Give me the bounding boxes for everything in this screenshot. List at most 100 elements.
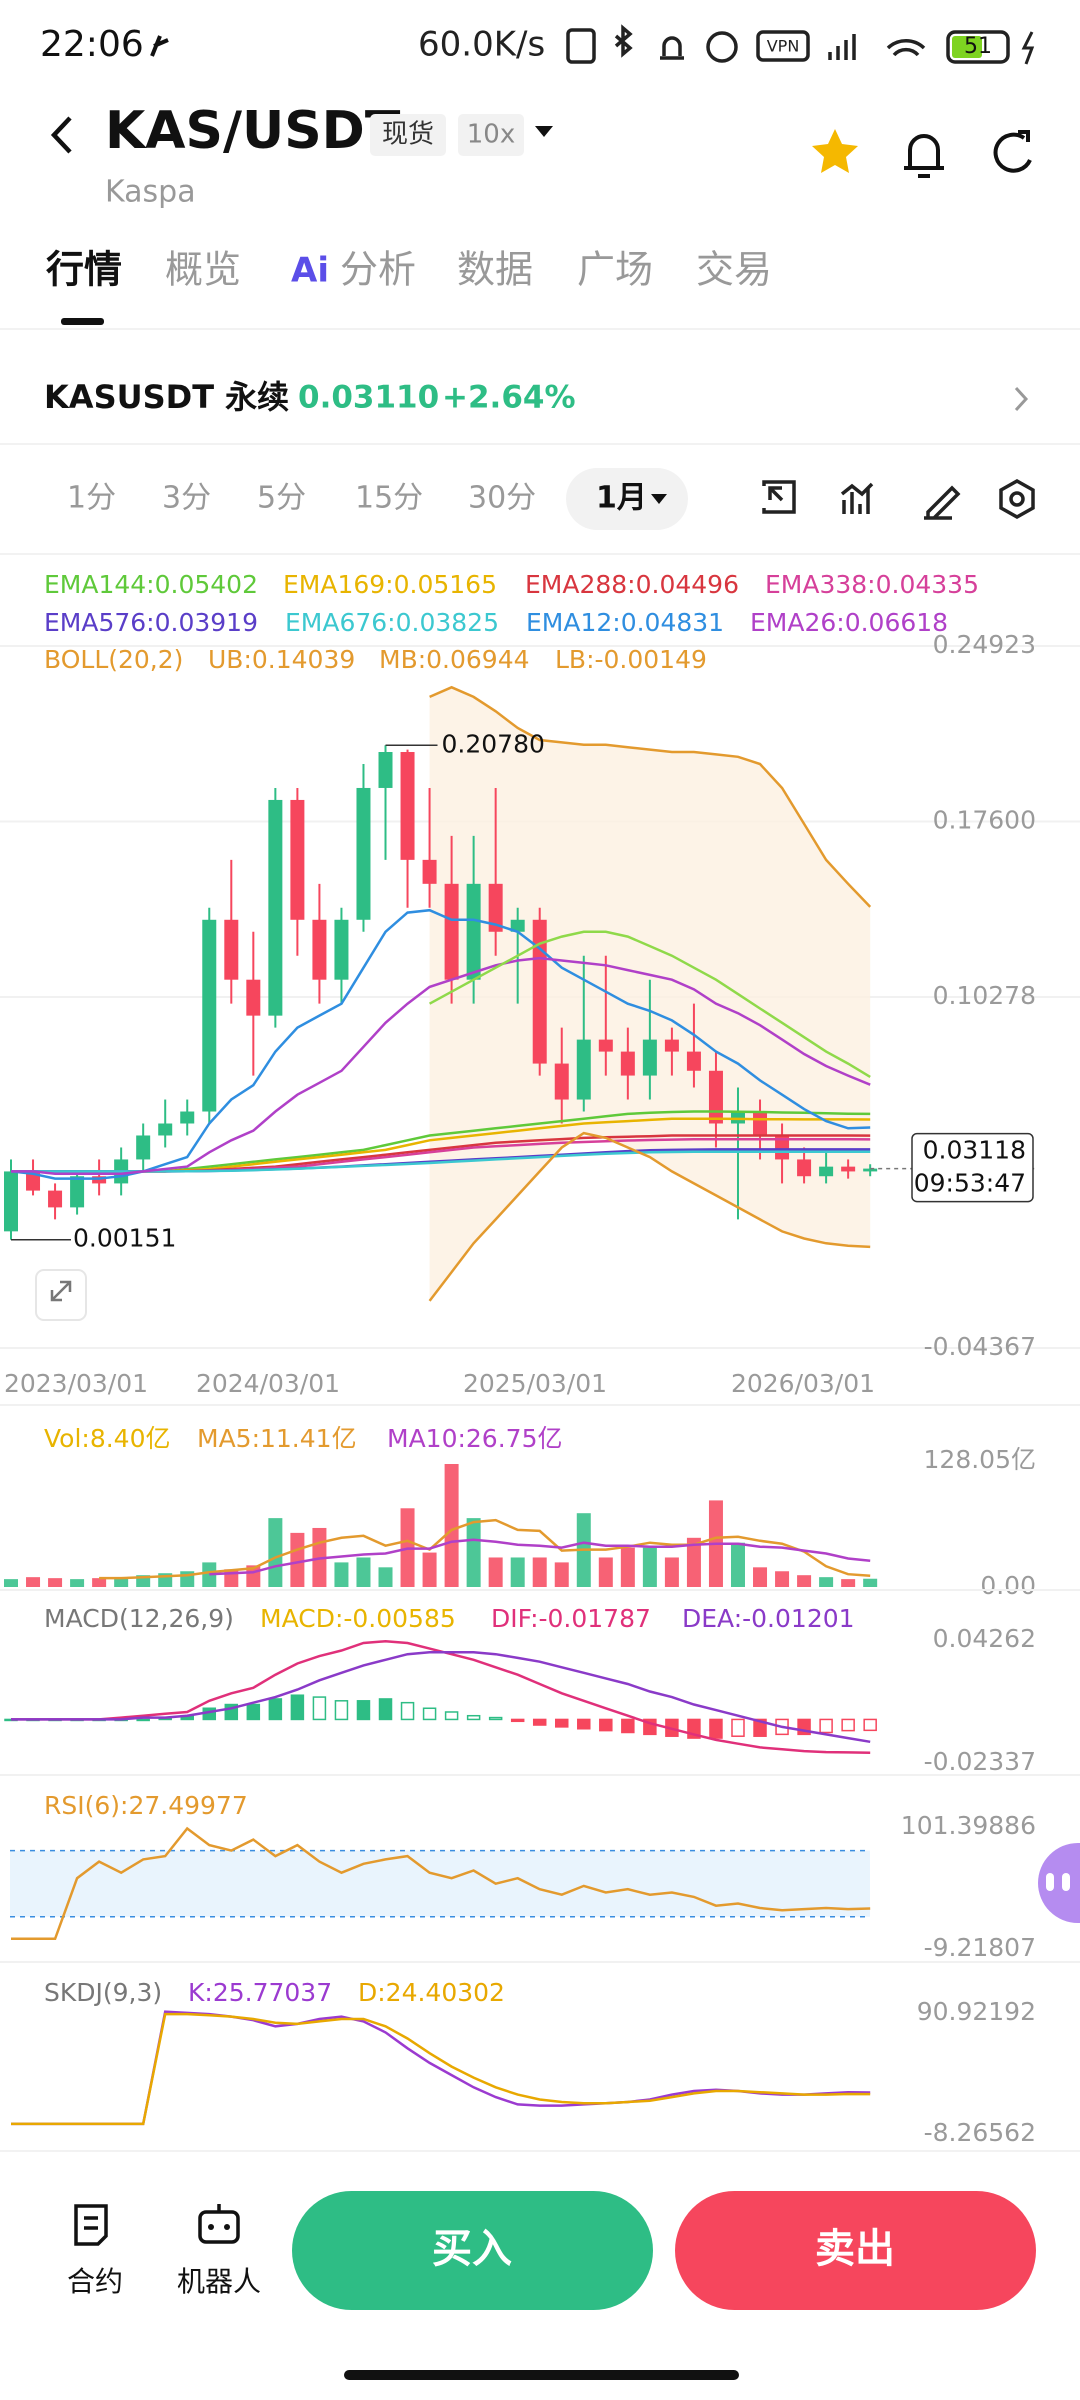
legend-entry: MB:0.06944 [379, 645, 530, 674]
candle-body [268, 799, 283, 1016]
volume-bar [422, 1552, 437, 1587]
buy-button[interactable] [292, 2191, 653, 2310]
volume-bar [202, 1562, 217, 1587]
candle-body [863, 1168, 878, 1172]
sell-label[interactable]: 卖出 [815, 2226, 895, 2272]
y-tick-label: 0.17600 [933, 806, 1036, 835]
volume-bar [48, 1578, 63, 1587]
volume-bar [488, 1557, 503, 1587]
chart-tools[interactable] [762, 478, 1035, 520]
interval[interactable]: 3分 [162, 481, 211, 516]
volume-bar [92, 1578, 107, 1587]
favorite-star[interactable] [812, 129, 858, 173]
dropdown-arrow[interactable] [651, 494, 667, 504]
divider [0, 553, 1080, 555]
volume-bar [753, 1567, 768, 1587]
volume-bar [841, 1579, 856, 1587]
volume-bar [356, 1557, 371, 1587]
charts: 0.24923 0.17600 0.10278 -0.04367 2023/03/01 2… [0, 570, 1080, 2147]
leverage-badge[interactable]: 10x [467, 120, 515, 150]
pair-subtitle: Kaspa [105, 175, 196, 210]
candle-body [158, 1123, 173, 1136]
legend-entry: K:25.77037 [188, 1978, 332, 2007]
legend-entry: EMA169:0.05165 [283, 570, 497, 599]
legend-entry: EMA12:0.04831 [526, 608, 724, 637]
interval-active-bg [566, 468, 688, 530]
bell-icon[interactable] [904, 134, 944, 178]
x-tick-label: 2023/03/01 [4, 1369, 148, 1398]
interval[interactable]: 15分 [355, 481, 423, 516]
volume-bar [642, 1547, 657, 1587]
volume-bar [114, 1577, 129, 1587]
contract-icon[interactable] [74, 2204, 108, 2246]
series-line [11, 2012, 871, 2126]
candle-body [224, 919, 239, 980]
macd-bar [356, 1700, 371, 1721]
x-tick-label: 2026/03/01 [731, 1369, 875, 1398]
candle-body [466, 883, 481, 980]
dropdown-arrow[interactable] [535, 126, 553, 137]
y-tick-label: 128.05亿 [924, 1445, 1036, 1474]
candle-body [797, 1159, 812, 1177]
robot-label[interactable]: 机器人 [177, 2265, 261, 2298]
volume-bar [268, 1518, 283, 1587]
candle-body [334, 919, 349, 980]
volume-bar [620, 1547, 635, 1587]
countdown: 09:53:47 [914, 1169, 1026, 1198]
series-line [10, 908, 871, 1180]
candle-body [422, 859, 437, 884]
volume-bar [664, 1557, 679, 1587]
macd-bar [312, 1696, 327, 1721]
interval[interactable]: 30分 [468, 481, 536, 516]
share-icon[interactable] [993, 130, 1032, 173]
volume-bar [730, 1542, 745, 1587]
x-tick-label: 2025/03/01 [463, 1369, 607, 1398]
tab[interactable]: 分析 [340, 248, 416, 292]
expand-icon [50, 1280, 72, 1302]
interval[interactable]: 5分 [257, 481, 306, 516]
macd-bar [863, 1718, 877, 1732]
volume-bar [26, 1577, 41, 1587]
interval[interactable]: 1月 [596, 481, 647, 516]
volume-bar [797, 1575, 812, 1587]
ticker-symbol[interactable]: KASUSDT 永续 [44, 378, 289, 416]
tab[interactable]: 广场 [577, 248, 653, 292]
series-line [11, 1651, 871, 1744]
tab[interactable]: 概览 [165, 248, 241, 292]
robot-icon[interactable] [198, 2204, 240, 2244]
tab[interactable]: 数据 [457, 248, 533, 292]
expand-button[interactable] [35, 1269, 87, 1321]
tab[interactable]: 交易 [696, 248, 772, 292]
chevron[interactable] [1014, 386, 1029, 412]
sell-button[interactable] [675, 2191, 1036, 2310]
y-tick-label: 0.24923 [933, 630, 1036, 659]
contract-label[interactable]: 合约 [67, 2265, 123, 2298]
charging-icon [1021, 31, 1035, 65]
volume-bar [378, 1567, 393, 1587]
candle-body [841, 1166, 856, 1172]
volume-bar [775, 1571, 790, 1587]
floating-assistant[interactable] [1038, 1843, 1080, 1923]
home-indicator [344, 2370, 739, 2380]
volume-bar [819, 1577, 834, 1587]
buy-label[interactable]: 买入 [432, 2226, 512, 2272]
robot-eye [208, 2224, 214, 2230]
legend-entry: EMA676:0.03825 [285, 608, 499, 637]
volume-bar [444, 1464, 459, 1587]
interval[interactable]: 1分 [67, 481, 116, 516]
pair-title: KAS/USDT [105, 101, 401, 161]
tab[interactable]: 行情 [46, 248, 122, 292]
macd-bar [841, 1718, 855, 1732]
series-line [429, 930, 871, 1078]
legend-entry: Vol:8.40亿 [44, 1424, 171, 1453]
macd-bar [510, 1718, 525, 1723]
macd-bar [532, 1718, 547, 1726]
y-tick-label: -8.26562 [924, 2118, 1036, 2147]
legend-entry: BOLL(20,2) [44, 645, 183, 674]
legend-entry: MACD:-0.00585 [260, 1604, 456, 1633]
back-button[interactable] [50, 116, 72, 154]
last-price-box [911, 1132, 1034, 1203]
high-label: 0.20780 [442, 729, 545, 758]
candle-body [598, 1039, 613, 1052]
candle-body [180, 1111, 195, 1124]
